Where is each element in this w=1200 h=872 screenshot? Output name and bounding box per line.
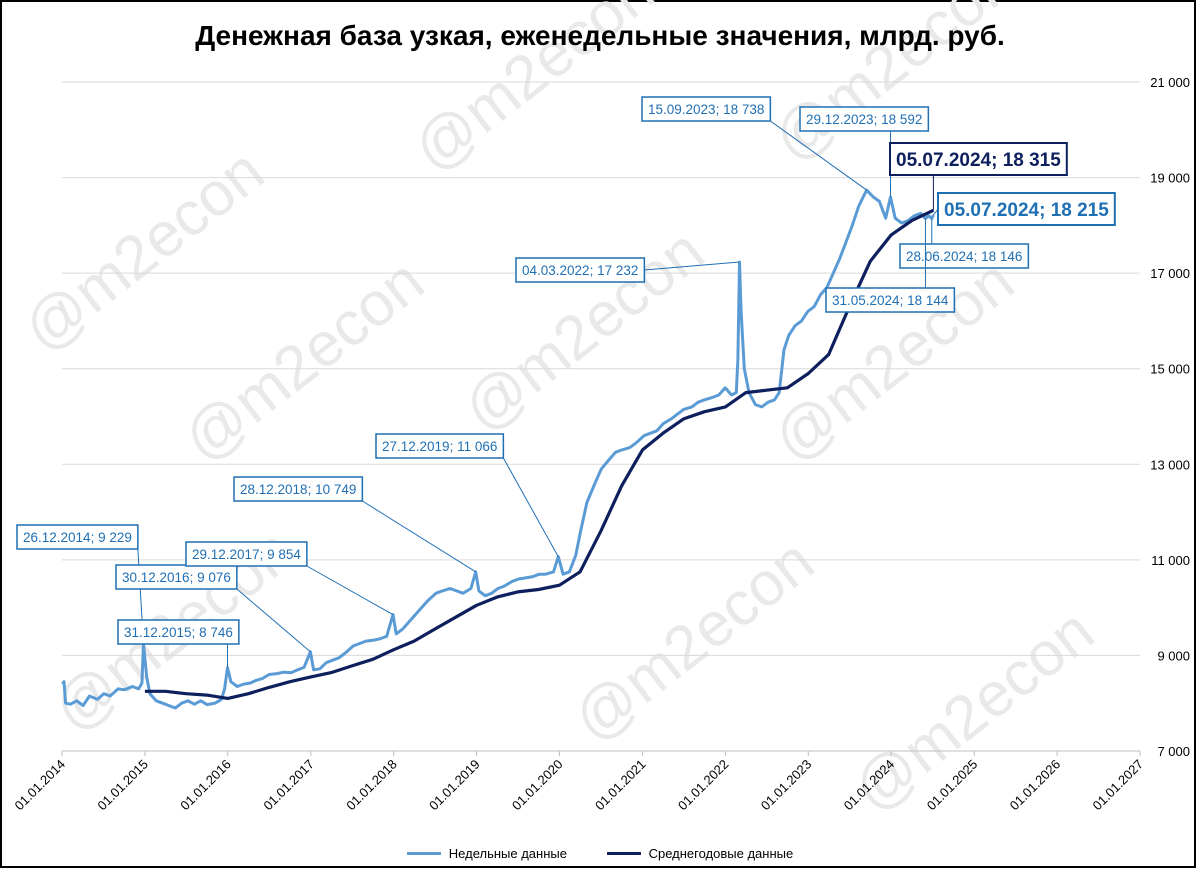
x-tick-label: 01.01.2022: [675, 757, 732, 814]
annotation-box: [515, 257, 646, 283]
annotation-label: 27.12.2019; 11 066: [382, 439, 497, 454]
y-tick-label: 7 000: [1157, 744, 1190, 759]
x-tick-label: 01.01.2023: [758, 757, 815, 814]
annotation-label: 26.12.2014; 9 229: [23, 530, 132, 545]
x-tick-label: 01.01.2015: [94, 757, 151, 814]
x-tick-label: 01.01.2016: [177, 757, 234, 814]
y-tick-label: 21 000: [1150, 75, 1190, 90]
series-line-average: [144, 208, 935, 700]
annotation-box: [799, 106, 930, 132]
x-tick-label: 01.01.2026: [1007, 757, 1064, 814]
annotation-label: 29.12.2023; 18 592: [806, 112, 922, 127]
annotation-label: 31.12.2015; 8 746: [124, 625, 233, 640]
annotation-box: [641, 96, 772, 122]
x-tick-label: 01.01.2024: [841, 757, 898, 814]
annotation-leader: [362, 500, 476, 573]
annotation-label: 04.03.2022; 17 232: [522, 263, 638, 278]
annotation-box: [115, 564, 238, 590]
annotation-leader: [236, 588, 311, 653]
series-line-weekly: [61, 188, 935, 710]
x-tick-label: 01.01.2027: [1089, 757, 1146, 814]
chart-title: Денежная база узкая, еженедельные значен…: [195, 20, 1005, 51]
annotation-label: 15.09.2023; 18 738: [648, 102, 764, 117]
annotation-box: [233, 476, 364, 502]
y-tick-label: 9 000: [1157, 648, 1190, 663]
y-tick-label: 17 000: [1150, 266, 1190, 281]
legend-label-average: Среднегодовые данные: [648, 846, 794, 861]
legend-swatch-weekly: [406, 852, 441, 855]
annotation-box: [937, 192, 1116, 226]
annotation-label: 31.05.2024; 18 144: [832, 293, 949, 308]
annotation-leader: [644, 261, 740, 271]
annotation-leader: [502, 457, 559, 557]
legend-item-weekly: Недельные данные: [406, 846, 567, 861]
annotation-label: 05.07.2024; 18 315: [896, 150, 1061, 171]
annotation-box: [825, 287, 956, 313]
annotation-box: [889, 142, 1068, 176]
annotation-box: [117, 619, 240, 645]
annotation-box: [899, 243, 1030, 269]
annotation-label: 29.12.2017; 9 854: [192, 547, 301, 562]
annotation-leader: [306, 565, 394, 616]
x-tick-label: 01.01.2019: [426, 757, 483, 814]
y-tick-label: 11 000: [1151, 553, 1190, 568]
legend-item-average: Среднегодовые данные: [606, 846, 794, 861]
x-tick-label: 01.01.2014: [11, 757, 68, 814]
x-tick-label: 01.01.2017: [260, 757, 317, 814]
x-tick-label: 01.01.2018: [343, 757, 400, 814]
y-tick-label: 19 000: [1150, 171, 1190, 186]
annotation-box: [16, 524, 139, 550]
y-tick-label: 15 000: [1150, 362, 1190, 377]
legend: Недельные данные Среднегодовые данные: [0, 843, 1200, 861]
annotation-label: 05.07.2024; 18 215: [944, 200, 1109, 221]
annotation-label: 30.12.2016; 9 076: [122, 570, 231, 585]
y-tick-label: 13 000: [1150, 457, 1190, 472]
annotation-leader: [770, 120, 867, 191]
x-tick-label: 01.01.2021: [592, 757, 649, 814]
annotation-box: [185, 541, 308, 567]
legend-swatch-average: [606, 852, 641, 855]
annotation-box: [375, 433, 505, 459]
annotation-label: 28.06.2024; 18 146: [906, 249, 1022, 264]
x-tick-label: 01.01.2020: [509, 757, 566, 814]
legend-label-weekly: Недельные данные: [448, 846, 567, 861]
annotation-label: 28.12.2018; 10 749: [240, 482, 356, 497]
x-tick-label: 01.01.2025: [924, 757, 981, 814]
